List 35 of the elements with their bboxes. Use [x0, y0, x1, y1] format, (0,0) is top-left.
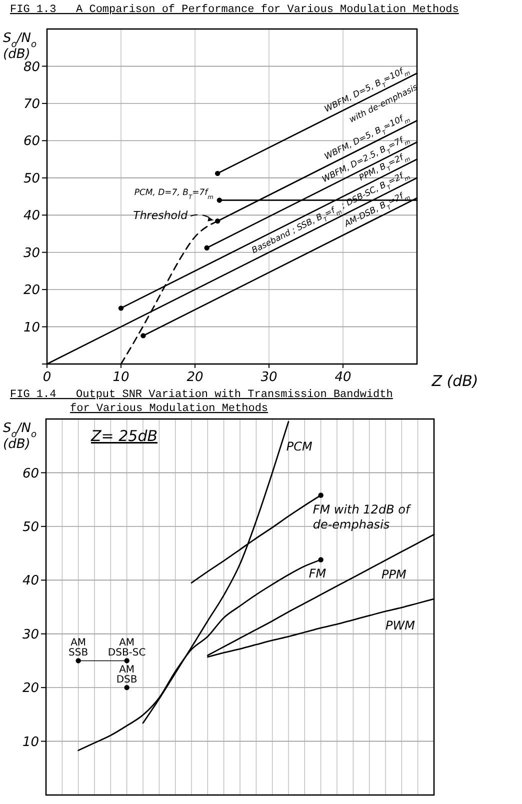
y-tick-label: 20 — [22, 681, 39, 696]
y-tick-label: 40 — [22, 574, 39, 589]
y-tick-label: 30 — [23, 246, 40, 261]
series-label: PCM — [286, 440, 313, 454]
y-tick-label: 50 — [23, 171, 40, 186]
y-tick-label: 70 — [23, 96, 40, 112]
x-tick-label: 30 — [260, 370, 278, 385]
x-tick-label: 0 — [42, 370, 52, 385]
y-tick-label: 20 — [23, 283, 40, 298]
series-label: AM SSB — [68, 638, 88, 659]
series-label: AM DSB — [116, 664, 138, 686]
y-tick-label: 60 — [22, 466, 39, 482]
y-tick-label: 80 — [23, 60, 40, 75]
chart-title: FIG 1.3 A Comparison of Performance for Various Modulation Methods — [10, 4, 459, 16]
series-label: AM DSB-SC — [108, 638, 146, 659]
legend-label: Threshold — [133, 209, 189, 222]
y-tick-label: 40 — [23, 208, 40, 224]
x-tick-label: 20 — [186, 370, 204, 385]
x-tick-label: 40 — [334, 370, 352, 385]
y-tick-label: 30 — [22, 627, 39, 642]
chart-title: FIG 1.4 Output SNR Variation with Transmission Bandwidth for Various Modulation Methods — [10, 389, 393, 415]
y-tick-label: 10 — [23, 320, 40, 336]
y-axis-title: S$_{o}$/N$_{o}$ (dB) — [3, 31, 37, 62]
series-label: PCM, D=7, B$_{T}$=7f$_{m}$ — [134, 188, 214, 201]
x-axis-title: Z (dB) — [430, 372, 478, 390]
y-axis-title: S$_{o}$/N$_{o}$ (dB) — [3, 421, 37, 452]
y-tick-label: 50 — [22, 520, 39, 535]
annotation: Z= 25dB — [90, 427, 158, 445]
series-label: PWM — [386, 618, 416, 632]
x-tick-label: 10 — [112, 370, 130, 385]
y-tick-label: 10 — [22, 734, 39, 750]
y-tick-label: 60 — [23, 134, 40, 150]
series-label: PPM — [382, 567, 407, 582]
series-label: FM — [308, 566, 327, 581]
series-label: FM with 12dB of de-emphasis — [312, 502, 412, 532]
